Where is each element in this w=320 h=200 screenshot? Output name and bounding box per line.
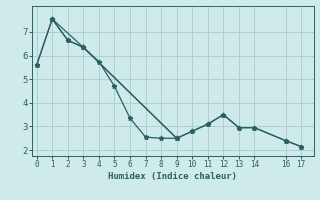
X-axis label: Humidex (Indice chaleur): Humidex (Indice chaleur) xyxy=(108,172,237,181)
